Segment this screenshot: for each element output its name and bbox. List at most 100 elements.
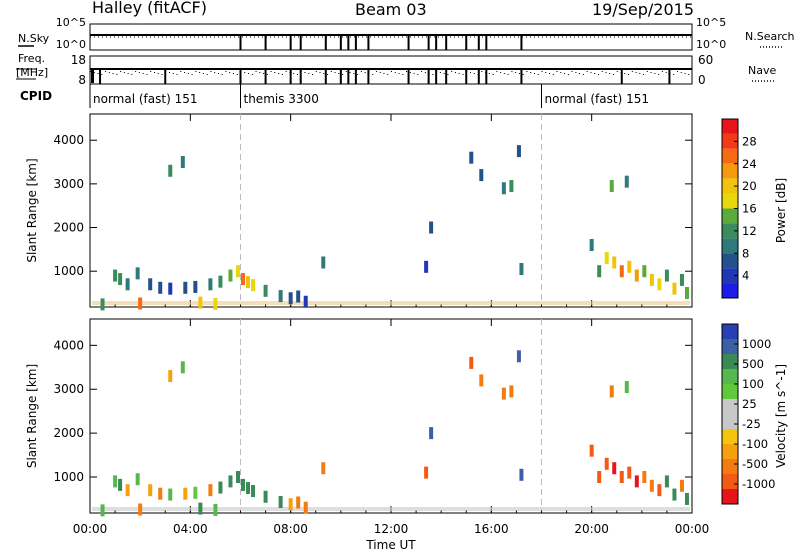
nave-dot xyxy=(443,73,445,74)
data-point xyxy=(424,260,429,273)
freq-unit-label: [MHz] xyxy=(16,66,48,79)
colorbar-tick-label: 24 xyxy=(742,157,757,171)
nave-dot xyxy=(500,72,502,73)
nave-dot xyxy=(180,71,182,72)
data-point xyxy=(135,267,140,280)
nave-dot xyxy=(221,74,223,75)
colorbar-cell xyxy=(722,133,738,149)
data-point xyxy=(516,145,521,158)
data-point xyxy=(642,265,647,278)
colorbar-cell xyxy=(722,238,738,254)
data-point xyxy=(429,221,434,234)
data-point xyxy=(228,475,233,488)
nave-dot xyxy=(259,72,261,73)
data-point xyxy=(589,238,594,251)
nave-dot xyxy=(270,71,272,72)
nave-dot xyxy=(518,73,520,74)
nave-dot xyxy=(567,74,569,75)
data-point xyxy=(642,471,647,484)
data-point xyxy=(619,265,624,278)
nave-dot xyxy=(451,71,453,72)
y-tick-label: 1000 xyxy=(53,470,84,484)
data-point xyxy=(624,175,629,188)
nave-dot xyxy=(138,72,140,73)
colorbar-cell xyxy=(722,339,738,354)
nave-dot xyxy=(293,73,295,74)
y-tick-label: 4000 xyxy=(53,338,84,352)
nave-dot xyxy=(323,73,325,74)
data-point xyxy=(246,481,251,494)
nave-dot xyxy=(315,71,317,72)
data-point xyxy=(303,295,308,308)
nave-dot xyxy=(424,72,426,73)
nave-dot xyxy=(470,72,472,73)
data-point xyxy=(158,487,163,500)
nave-dot xyxy=(549,73,551,74)
y-tick-label: 3000 xyxy=(53,177,84,191)
data-point xyxy=(469,151,474,164)
nave-dot xyxy=(560,72,562,73)
nave-dot xyxy=(379,72,381,73)
data-point xyxy=(241,478,246,491)
data-point xyxy=(303,501,308,514)
colorbar-tick-label: 20 xyxy=(742,179,757,193)
nave-dot xyxy=(308,73,310,74)
nave-dot xyxy=(605,72,607,73)
data-point xyxy=(612,256,617,269)
data-point xyxy=(168,164,173,177)
nave-dot xyxy=(639,73,641,74)
data-point xyxy=(228,269,233,282)
data-point xyxy=(263,284,268,297)
nave-dot xyxy=(214,72,216,73)
nave-dot xyxy=(503,73,505,74)
data-point xyxy=(138,503,143,516)
data-point xyxy=(664,269,669,282)
nave-dot xyxy=(473,73,475,74)
nave-dot xyxy=(383,73,385,74)
nave-dot xyxy=(646,71,648,72)
freq-start-bar xyxy=(91,70,94,83)
colorbar-cell xyxy=(722,489,738,504)
nave-dot xyxy=(673,74,675,75)
nave-dot xyxy=(123,72,125,73)
data-point xyxy=(627,260,632,273)
data-point xyxy=(609,180,614,193)
colorbar-tick-label: -1000 xyxy=(742,477,775,491)
colorbar-tick-label: -100 xyxy=(742,437,768,451)
colorbar-frame xyxy=(721,323,739,505)
nave-dot xyxy=(142,73,144,74)
nave-dot xyxy=(319,72,321,73)
y-tick-label: 4000 xyxy=(53,133,84,147)
data-point xyxy=(296,290,301,303)
data-point xyxy=(612,462,617,475)
colorbar-cell xyxy=(722,208,738,224)
nave-dot xyxy=(665,72,667,73)
data-point xyxy=(479,169,484,182)
data-point xyxy=(321,256,326,269)
nave-dot xyxy=(417,74,419,75)
nave-dot xyxy=(391,71,392,72)
nave-dot xyxy=(676,71,678,72)
colorbar-cell xyxy=(722,178,738,194)
data-point xyxy=(135,473,140,486)
x-tick-label: 08:00 xyxy=(273,522,308,536)
data-point xyxy=(183,487,188,500)
data-point xyxy=(168,370,173,383)
nsky-label: N.Sky xyxy=(18,32,50,45)
data-point xyxy=(180,156,185,169)
nave-dot xyxy=(342,74,344,75)
nave-dot xyxy=(454,72,456,73)
nave-dot xyxy=(575,72,577,73)
colorbar-tick-label: 25 xyxy=(742,397,757,411)
x-tick-label: 20:00 xyxy=(574,522,609,536)
data-point xyxy=(501,182,506,195)
nave-dot xyxy=(202,73,204,74)
nave-dot xyxy=(225,71,227,72)
data-point xyxy=(246,276,251,289)
nave-dot xyxy=(394,72,396,73)
nave-dot xyxy=(601,71,603,72)
nave-dot xyxy=(661,71,663,72)
nave-label: Nave xyxy=(748,64,776,77)
